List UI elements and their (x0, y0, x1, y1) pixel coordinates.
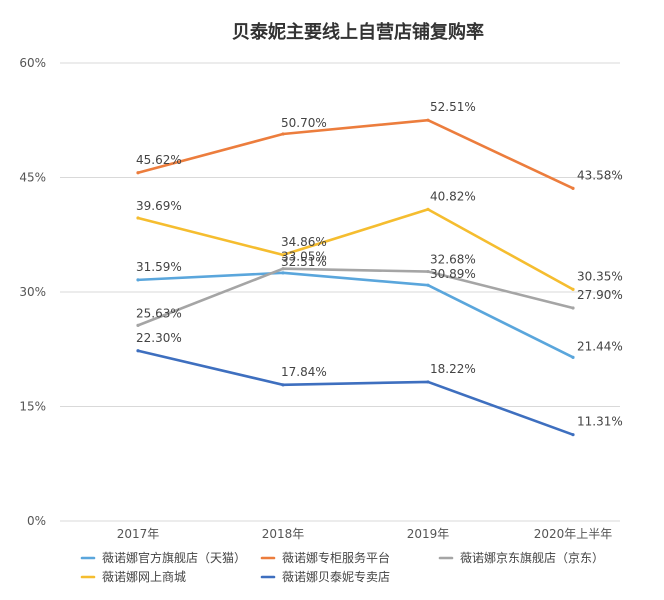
series-line (136, 118, 575, 190)
data-label: 17.84% (281, 365, 327, 379)
series-group (136, 118, 575, 437)
data-point (426, 283, 430, 287)
data-point (426, 380, 430, 384)
x-tick-label: 2020年上半年 (534, 527, 613, 541)
data-label: 50.70% (281, 116, 327, 130)
data-label: 32.51% (281, 255, 327, 269)
y-tick-label: 0% (27, 514, 46, 528)
data-point (571, 306, 575, 310)
legend-entry: 薇诺娜网上商城 (102, 569, 186, 584)
chart-title: 贝泰妮主要线上自营店铺复购率 (232, 21, 484, 43)
data-label: 40.82% (430, 189, 476, 203)
data-point (281, 383, 285, 387)
x-tick-label: 2019年 (407, 527, 450, 541)
data-point (136, 171, 140, 175)
data-label: 34.86% (281, 235, 327, 249)
data-label: 30.35% (577, 269, 623, 283)
data-label: 32.68% (430, 253, 476, 267)
data-point (571, 287, 575, 291)
series-line (136, 267, 575, 327)
data-point (571, 433, 575, 437)
y-tick-label: 60% (19, 56, 46, 70)
data-label: 39.69% (136, 199, 182, 213)
data-point (281, 253, 285, 257)
data-point (136, 323, 140, 327)
data-point (426, 269, 430, 274)
grid (60, 62, 620, 522)
data-label: 11.31% (577, 415, 623, 429)
data-point (136, 216, 140, 220)
series-line (136, 271, 575, 359)
data-label: 43.58% (577, 168, 623, 182)
data-label: 25.63% (136, 306, 182, 320)
legend-entry: 薇诺娜专柜服务平台 (282, 550, 390, 565)
data-labels: 31.59% 32.51% 30.89% 21.44% 45.62% 50.70% 52.5… (136, 100, 623, 428)
data-label: 22.30% (136, 331, 182, 345)
y-tick-label: 15% (19, 400, 46, 414)
data-point (281, 271, 285, 275)
data-point (136, 278, 140, 282)
series-line (136, 349, 575, 436)
legend-entry: 薇诺娜京东旗舰店（京东） (460, 550, 604, 565)
y-tick-label: 45% (19, 171, 46, 185)
data-label: 45.62% (136, 153, 182, 167)
data-label: 30.89% (430, 267, 476, 281)
data-point (426, 207, 430, 212)
y-tick-label: 30% (19, 285, 46, 299)
data-label: 31.59% (136, 260, 182, 274)
data-label: 27.90% (577, 288, 623, 302)
legend: 薇诺娜官方旗舰店（天猫） 薇诺娜专柜服务平台 薇诺娜京东旗舰店（京东） 薇诺娜网上商城… (80, 550, 604, 584)
data-point (281, 267, 285, 271)
data-point (571, 355, 575, 359)
data-label: 21.44% (577, 339, 623, 353)
data-label: 18.22% (430, 362, 476, 376)
legend-entry: 薇诺娜贝泰妮专卖店 (282, 569, 390, 584)
series-line (136, 208, 575, 291)
x-tick-label: 2017年 (117, 527, 160, 541)
data-point (426, 118, 430, 122)
data-point (571, 186, 575, 190)
y-axis: 0% 15% 30% 45% 60% (19, 56, 46, 528)
data-point (281, 132, 285, 136)
data-label: 33.05% (281, 250, 327, 264)
x-axis: 2017年 2018年 2019年 2020年上半年 (117, 527, 613, 541)
legend-entry: 薇诺娜官方旗舰店（天猫） (102, 550, 246, 565)
data-point (136, 349, 140, 353)
x-tick-label: 2018年 (262, 527, 305, 541)
data-label: 52.51% (430, 100, 476, 114)
